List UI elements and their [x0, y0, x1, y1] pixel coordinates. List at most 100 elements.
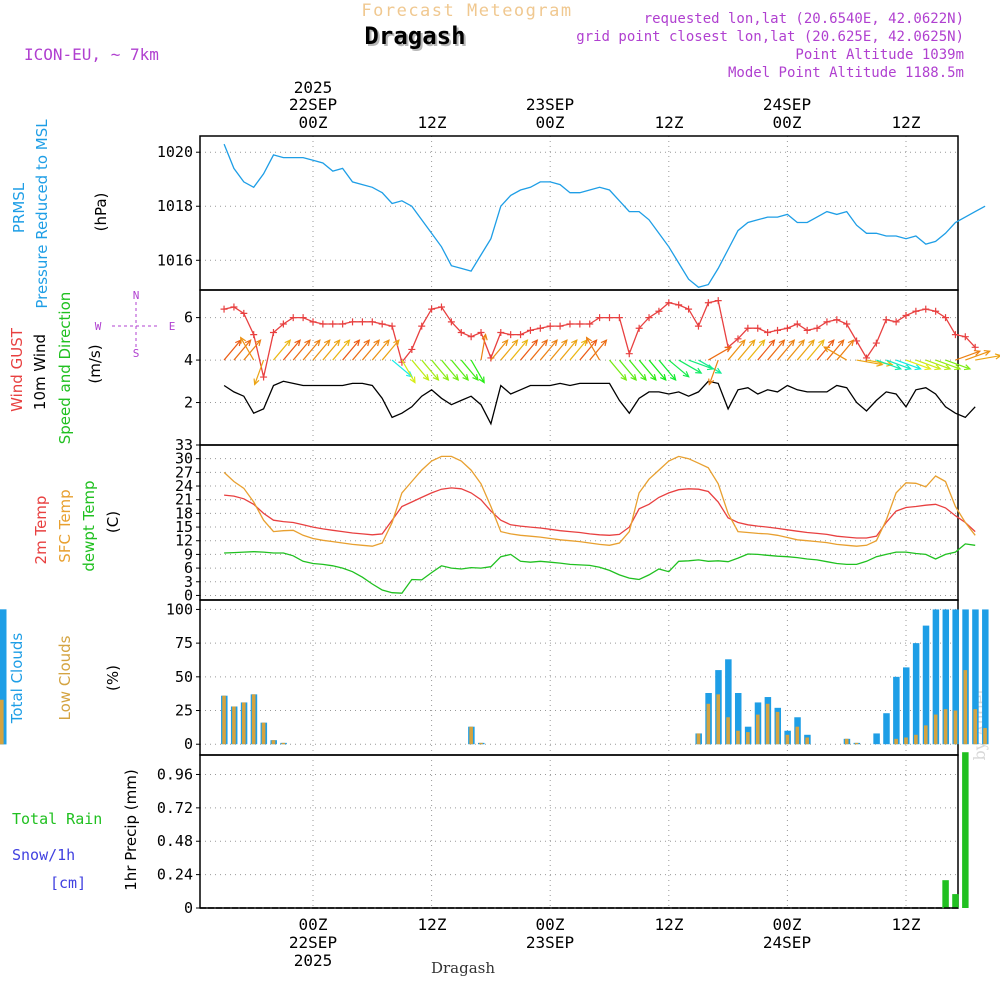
wind-arrow-head [244, 339, 252, 347]
top-date-label-2: 23SEP [526, 95, 574, 114]
gust-marker [260, 373, 268, 381]
temp-unit: (C) [104, 511, 122, 533]
gust-marker [823, 318, 831, 326]
wind-arrow [935, 359, 961, 370]
wind-arrow [628, 359, 647, 381]
gust-marker [299, 314, 307, 322]
precipitation-ytick-label: 0.72 [157, 799, 193, 817]
wind-arrow [254, 359, 265, 385]
grid-point-coords: grid point closest lon,lat (20.625E, 42.… [576, 29, 964, 45]
wind-arrow [836, 339, 854, 361]
wind-speed-dir-label: Speed and Direction [56, 292, 74, 445]
pressure-ytick-label: 1016 [157, 251, 193, 269]
temperature-line-dewpt-temp [224, 543, 976, 594]
low-cloud-bar [894, 738, 898, 745]
wind-arrow-head [254, 339, 262, 347]
gust-marker [596, 314, 604, 322]
gust-marker [882, 316, 890, 324]
wind-arrow [549, 339, 568, 361]
wind-arrow [312, 339, 331, 361]
low-cloud-bar [726, 717, 730, 745]
total-cloud-bar [873, 733, 880, 745]
wind-arrow-head [682, 371, 690, 378]
wind-arrow [796, 339, 815, 361]
total-cloud-bar [952, 609, 959, 745]
top-tick-label-2: 12Z [418, 113, 447, 132]
gust-marker [358, 318, 366, 326]
gust-marker [912, 307, 920, 315]
top-date-label-3: 24SEP [763, 95, 811, 114]
gust-marker [418, 322, 426, 330]
wind-arrow [292, 339, 311, 361]
wind-panel: 6 4 2 [184, 289, 1000, 446]
wind-arrow [856, 359, 883, 366]
gust-marker [872, 339, 880, 347]
wind-arrow-head [944, 364, 952, 371]
low-cloud-bar [943, 709, 948, 745]
clouds-panel: 100 75 50 25 0 [0, 599, 989, 756]
wind-arrow-head [585, 336, 592, 344]
location-title-shadow: Dragash [366, 24, 467, 52]
gust-marker [774, 326, 782, 334]
wind-arrow [648, 359, 667, 381]
model-label: ICON-EU, ~ 7km [24, 45, 159, 64]
wind-arrow-head [253, 378, 260, 386]
wind-arrow-head [571, 339, 578, 347]
pressure-ytick-label: 1018 [157, 197, 193, 215]
wind-arrow-head [462, 374, 469, 382]
wind-arrow [955, 350, 981, 361]
gust-marker [645, 314, 653, 322]
wind-arrow [431, 359, 449, 381]
location-title: Dragash [364, 22, 465, 50]
wind-arrow [975, 355, 1000, 361]
wind-arrow-head [924, 364, 932, 371]
gust-marker [497, 328, 505, 336]
bottom-tick-label-3: 00Z [536, 915, 565, 934]
gust-marker [457, 328, 465, 336]
clouds-ytick-label: 25 [175, 702, 193, 720]
low-cloud-bar [479, 742, 483, 745]
wind-arrow [678, 359, 702, 374]
gust-marker [635, 324, 643, 332]
gust-marker [961, 333, 969, 341]
wind-arrow [823, 346, 848, 361]
wind-arrow-head [886, 360, 894, 367]
total-rain-label: Total Rain [12, 810, 102, 828]
model-point-altitude: Model Point Altitude 1188.5m [728, 65, 964, 81]
temperature-ytick-label: 3 [184, 573, 193, 591]
rain-bar [952, 894, 959, 908]
gust-marker [556, 322, 564, 330]
wind-arrow [460, 359, 479, 381]
bottom-date-label-2: 23SEP [526, 933, 574, 952]
gust-marker [902, 311, 910, 319]
pressure-ytick-label: 1020 [157, 143, 193, 161]
wind-arrow-head [973, 349, 982, 356]
wind-ytick-label: 6 [184, 309, 193, 327]
snow-label: Snow/1h [12, 846, 75, 864]
wind-arrow-head [708, 378, 715, 386]
gust-marker [843, 320, 851, 328]
wind-arrow [273, 339, 291, 361]
wind-arrow-head [422, 374, 430, 382]
gust-marker [685, 305, 693, 313]
gust-marker [289, 314, 297, 322]
total-cloud-bar [893, 676, 900, 745]
wind-arrow [905, 359, 931, 370]
wind-arrow-head [409, 376, 416, 384]
wind-arrow [441, 359, 459, 381]
gust-marker [368, 318, 376, 326]
rain-bar [962, 752, 969, 908]
wind-arrow-head [808, 339, 815, 347]
top-date-label-1: 22SEP [289, 95, 337, 114]
bottom-time-axis: 00Z 12Z 00Z 12Z 00Z 12Z 22SEP 23SEP 24SE… [289, 915, 921, 970]
wind-arrow-head [983, 349, 992, 356]
top-year-label: 2025 [294, 78, 333, 97]
bottom-tick-label-5: 00Z [773, 915, 802, 934]
wind-arrow-head [630, 374, 637, 382]
wind-arrow [529, 339, 548, 361]
wind-arrow-head [798, 339, 805, 347]
low-cloud-bar [904, 737, 908, 745]
low-clouds-label: Low Clouds [56, 635, 74, 720]
wind-arrow [539, 339, 558, 361]
wind-arrow-head [822, 346, 831, 353]
